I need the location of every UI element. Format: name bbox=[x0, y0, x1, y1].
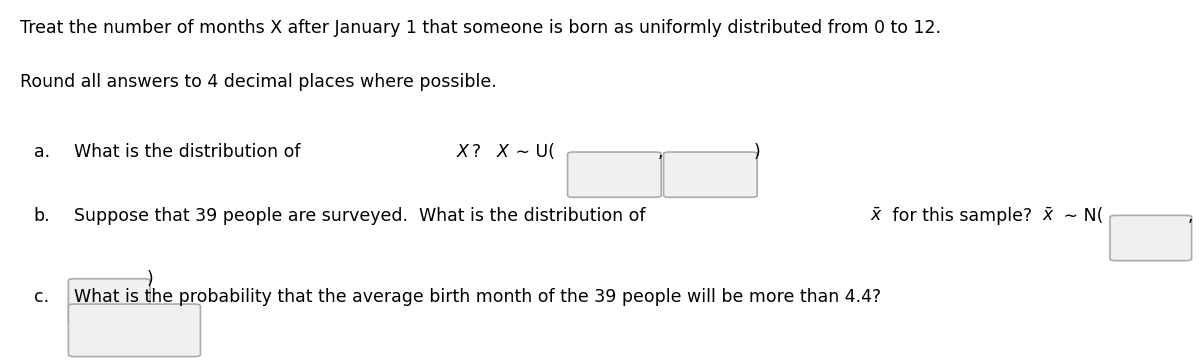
Text: $\bar{x}$: $\bar{x}$ bbox=[870, 207, 883, 225]
Text: ): ) bbox=[146, 270, 154, 288]
Text: for this sample?: for this sample? bbox=[887, 207, 1038, 225]
Text: ∼ N(: ∼ N( bbox=[1058, 207, 1104, 225]
Text: What is the probability that the average birth month of the 39 people will be mo: What is the probability that the average… bbox=[74, 288, 882, 306]
Text: ∼ U(: ∼ U( bbox=[510, 143, 554, 161]
Text: ): ) bbox=[754, 143, 761, 161]
Text: $\bar{x}$: $\bar{x}$ bbox=[1042, 207, 1055, 225]
Text: ,: , bbox=[1188, 207, 1194, 225]
Text: $X$: $X$ bbox=[456, 143, 470, 161]
Text: $X$: $X$ bbox=[496, 143, 510, 161]
FancyBboxPatch shape bbox=[568, 152, 661, 197]
Text: Suppose that 39 people are surveyed.  What is the distribution of: Suppose that 39 people are surveyed. Wha… bbox=[74, 207, 652, 225]
Text: b.: b. bbox=[34, 207, 50, 225]
FancyBboxPatch shape bbox=[1110, 215, 1192, 261]
FancyBboxPatch shape bbox=[68, 279, 150, 324]
Text: a.: a. bbox=[34, 143, 49, 161]
Text: ,: , bbox=[658, 143, 664, 161]
FancyBboxPatch shape bbox=[664, 152, 757, 197]
Text: ?: ? bbox=[472, 143, 492, 161]
Text: Round all answers to 4 decimal places where possible.: Round all answers to 4 decimal places wh… bbox=[20, 73, 497, 91]
FancyBboxPatch shape bbox=[68, 304, 200, 357]
Text: What is the distribution of: What is the distribution of bbox=[74, 143, 306, 161]
Text: c.: c. bbox=[34, 288, 49, 306]
Text: Treat the number of months X after January 1 that someone is born as uniformly d: Treat the number of months X after Janua… bbox=[20, 18, 942, 37]
